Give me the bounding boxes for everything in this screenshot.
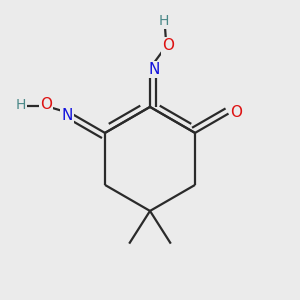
- Text: H: H: [16, 98, 26, 112]
- Text: H: H: [158, 14, 169, 28]
- Text: O: O: [40, 97, 52, 112]
- Text: N: N: [149, 62, 160, 77]
- Text: O: O: [162, 38, 174, 53]
- Text: O: O: [230, 105, 242, 120]
- Text: N: N: [61, 108, 73, 123]
